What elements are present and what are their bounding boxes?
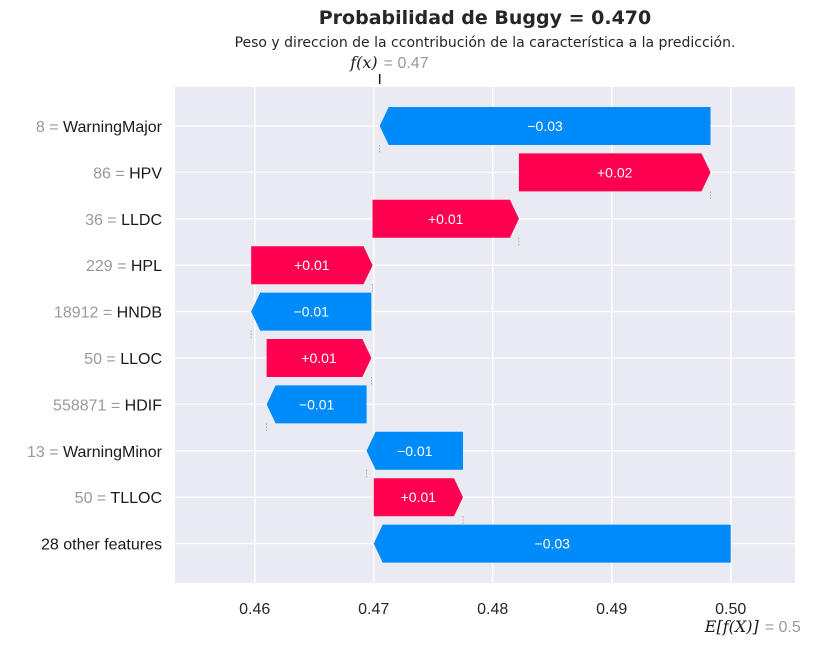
feature-name: LLDC: [121, 212, 162, 229]
feature-name: HPL: [131, 258, 162, 275]
x-axis-ticks: 0.46 0.47 0.48 0.49 0.50: [239, 601, 746, 618]
feature-value: 86 =: [93, 165, 129, 182]
feature-label: 558871 = HDIF: [53, 397, 162, 414]
x-tick-label: 0.47: [358, 601, 389, 618]
feature-value: 50 =: [75, 490, 111, 507]
ex-value: = 0.5: [765, 619, 801, 636]
bar-value-label: −0.03: [527, 118, 563, 134]
feature-name: WarningMajor: [63, 119, 163, 136]
feature-label: 8 = WarningMajor: [36, 119, 163, 136]
x-tick-label: 0.50: [715, 601, 746, 618]
feature-name: HPV: [129, 165, 162, 182]
bar-value-label: +0.01: [301, 350, 337, 366]
feature-name: HDIF: [125, 397, 163, 414]
bar-value-label: −0.01: [294, 304, 330, 320]
bar: [266, 339, 372, 377]
bar: [266, 385, 367, 424]
feature-name: WarningMinor: [63, 444, 163, 461]
chart-subtitle: Peso y direccion de la ccontribución de …: [235, 35, 736, 51]
bar-value-label: +0.01: [428, 211, 464, 227]
fx-marker: f(x) = 0.47: [349, 53, 429, 84]
bar: [379, 107, 711, 145]
bars-group: −0.03 +0.02 +0.01 +0.01 −0.01 +0.01 −0.01 −0.01…: [250, 107, 731, 563]
bar-value-label: +0.01: [401, 489, 437, 505]
feature-label: 86 = HPV: [93, 165, 162, 182]
bar: [373, 524, 731, 563]
ex-label: E[f(X)]: [704, 617, 760, 636]
feature-label: 36 = LLDC: [85, 212, 162, 229]
feature-value: 558871 =: [53, 397, 125, 414]
bar: [518, 153, 711, 192]
feature-name: TLLOC: [110, 490, 162, 507]
bar-value-label: −0.03: [535, 536, 571, 552]
feature-name: 28 other features: [41, 537, 162, 554]
bar-value-label: +0.02: [597, 164, 633, 180]
fx-value: = 0.47: [384, 55, 429, 72]
feature-label: 229 = HPL: [86, 258, 162, 275]
ex-marker: E[f(X)] = 0.5: [704, 617, 801, 636]
bar: [372, 199, 519, 238]
feature-value: 13 =: [27, 444, 63, 461]
feature-value: 18912 =: [54, 305, 117, 322]
bar-value-label: −0.01: [397, 443, 433, 459]
feature-label: 18912 = HNDB: [54, 305, 162, 322]
bar: [366, 431, 463, 470]
feature-name: HNDB: [117, 305, 162, 322]
bar: [251, 246, 373, 285]
bar: [251, 292, 372, 331]
feature-labels: 8 = WarningMajor 86 = HPV 36 = LLDC 229 = H…: [27, 119, 163, 554]
x-tick-label: 0.49: [596, 601, 627, 618]
x-tick-label: 0.48: [477, 601, 508, 618]
feature-name: LLOC: [120, 351, 162, 368]
fx-label: f(x): [349, 53, 377, 72]
feature-label: 13 = WarningMinor: [27, 444, 163, 461]
feature-label: 50 = TLLOC: [75, 490, 162, 507]
feature-value: 50 =: [84, 351, 120, 368]
feature-label: 28 other features: [41, 537, 162, 554]
feature-label: 50 = LLOC: [84, 351, 162, 368]
bar-value-label: −0.01: [299, 396, 335, 412]
bar-value-label: +0.01: [294, 257, 330, 273]
chart-title: Probabilidad de Buggy = 0.470: [319, 7, 652, 29]
x-tick-label: 0.46: [239, 601, 270, 618]
bar: [373, 478, 463, 517]
feature-value: 36 =: [85, 212, 121, 229]
feature-value: 8 =: [36, 119, 63, 136]
feature-value: 229 =: [86, 258, 131, 275]
